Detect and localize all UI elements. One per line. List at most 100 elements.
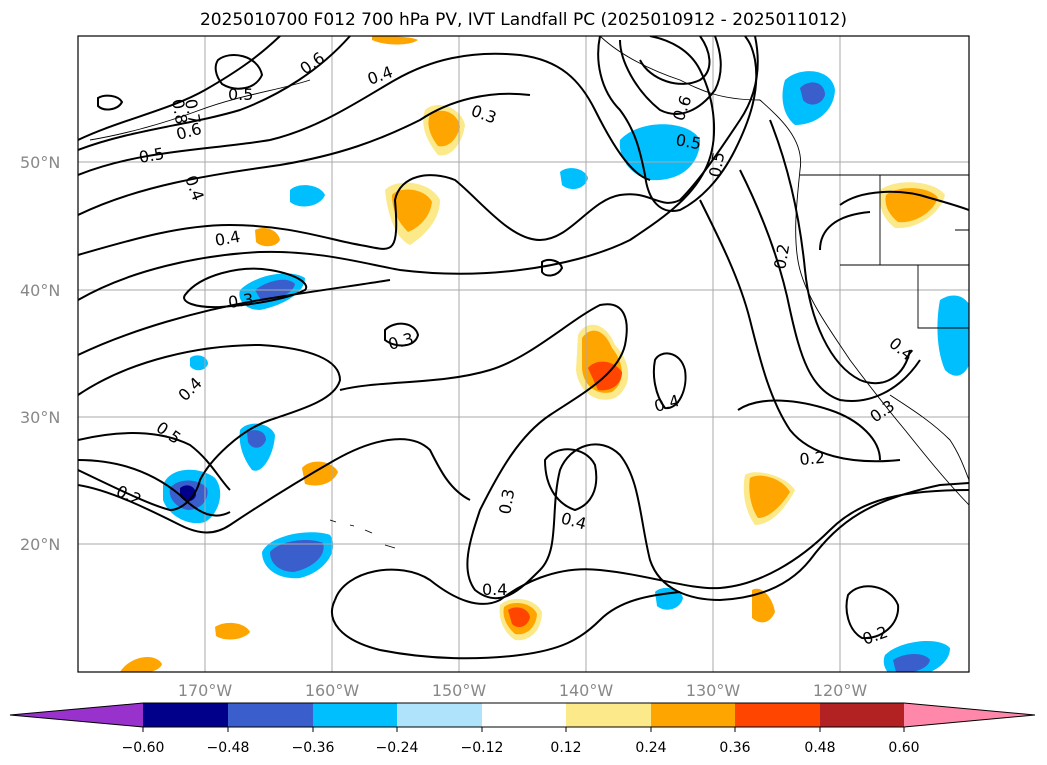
contour-line — [819, 211, 871, 251]
positive-anomaly-shading — [120, 657, 162, 672]
positive-anomaly-shading — [215, 622, 250, 640]
colorbar-tick-label: 0.24 — [635, 740, 666, 756]
positive-anomaly-shading — [392, 189, 432, 232]
negative-anomaly-shading — [247, 430, 266, 448]
contour-line — [331, 591, 681, 660]
colorbar-segment — [143, 703, 228, 727]
contour-line — [78, 92, 531, 216]
colorbar-segment — [820, 703, 904, 727]
colorbar-segment — [735, 703, 820, 727]
positive-anomaly-shading — [302, 461, 338, 486]
contour-label: 0.4 — [213, 227, 241, 250]
us-state-borders — [840, 175, 969, 329]
chart-title: 2025010700 F012 700 hPa PV, IVT Landfall… — [199, 10, 847, 30]
contour-line — [339, 303, 969, 602]
negative-anomaly-shading — [270, 540, 324, 572]
contour-line — [183, 267, 308, 309]
colorbar-tick-label: −0.12 — [461, 740, 504, 756]
negative-anomaly-shading — [290, 185, 325, 207]
contour-label: 0.3 — [495, 487, 518, 515]
contour-label: 0.8 — [168, 97, 191, 125]
contour-line — [541, 259, 564, 277]
colorbar: −0.60 −0.48 −0.36 −0.24 −0.12 0.12 0.24 … — [9, 702, 1036, 756]
contour-line — [739, 169, 921, 402]
colorbar-segment — [482, 703, 566, 727]
lat-label: 30°N — [20, 408, 60, 427]
positive-anomaly-shading — [372, 36, 418, 45]
colorbar-tick-marks — [142, 727, 905, 732]
contour-line — [78, 52, 651, 181]
contour-line — [78, 459, 231, 517]
contour-label: 0.5 — [674, 130, 702, 153]
contour-line — [78, 438, 471, 534]
contour-label: 0.2 — [799, 448, 826, 469]
colorbar-segment — [313, 703, 397, 727]
colorbar-tick-label: −0.24 — [376, 740, 419, 756]
colorbar-tick-label: −0.48 — [207, 740, 250, 756]
lon-label: 150°W — [432, 681, 487, 700]
contour-line — [769, 119, 911, 385]
colorbar-segment — [228, 703, 313, 727]
negative-anomaly-shading — [893, 654, 930, 672]
contour-line — [78, 279, 391, 356]
colorbar-tick-label: −0.36 — [292, 740, 335, 756]
contour-label: 0.5 — [705, 150, 728, 178]
colorbar-tick-label: 0.36 — [719, 740, 750, 756]
contour-line — [839, 190, 969, 211]
colorbar-tick-label: 0.48 — [804, 740, 835, 756]
coastlines — [89, 36, 969, 549]
colorbar-segment — [397, 703, 482, 727]
longitude-labels: 170°W 160°W 150°W 140°W 130°W 120°W — [178, 681, 868, 700]
colorbar-segment — [651, 703, 735, 727]
negative-anomaly-shading — [937, 295, 969, 376]
contour-line — [543, 448, 598, 512]
negative-anomaly-shading — [190, 355, 208, 371]
contour-label: 0.5 — [137, 144, 165, 167]
lon-label: 160°W — [305, 681, 360, 700]
colorbar-segment — [566, 703, 651, 727]
aleutian-islands — [89, 79, 311, 141]
contour-line — [619, 36, 722, 115]
positive-anomaly-shading — [428, 110, 460, 147]
map-content: 0.8 0.7 0.5 0.6 0.4 0.6 0.5 0.4 0.3 0.4 … — [78, 36, 969, 672]
colorbar-tick-label: −0.60 — [122, 740, 165, 756]
mexico-coast — [889, 394, 969, 481]
latitude-labels: 50°N 40°N 30°N 20°N — [20, 153, 60, 554]
contour-label: 0.7 — [181, 97, 204, 125]
contour-line — [652, 352, 687, 410]
north-america-coastline — [759, 99, 969, 506]
lon-label: 120°W — [813, 681, 868, 700]
contour-line — [384, 322, 420, 347]
contour-label: 0.4 — [482, 580, 507, 599]
colorbar-right-extension — [904, 703, 1035, 727]
lat-label: 20°N — [20, 535, 60, 554]
contour-line — [639, 36, 711, 85]
positive-anomaly-shading — [752, 588, 775, 623]
contour-label: 0.5 — [228, 85, 253, 104]
contour-line — [97, 94, 124, 111]
positive-anomaly-shading — [508, 607, 530, 628]
colorbar-left-extension — [10, 703, 143, 727]
graticule — [78, 36, 969, 672]
hawaiian-islands — [329, 519, 396, 549]
contour-line — [737, 399, 881, 461]
shading-layer — [120, 36, 969, 672]
contour-label: 0.2 — [770, 242, 793, 270]
lon-label: 170°W — [178, 681, 233, 700]
negative-anomaly-shading — [800, 82, 825, 105]
positive-anomaly-shading — [255, 228, 280, 247]
contour-line — [78, 343, 342, 512]
negative-anomaly-shading — [619, 124, 700, 181]
contour-line — [78, 36, 281, 141]
colorbar-tick-label: 0.12 — [550, 740, 581, 756]
pv-contours — [78, 36, 969, 660]
map-frame — [77, 35, 970, 673]
contour-line — [78, 36, 715, 301]
negative-anomaly-shading — [560, 168, 588, 190]
lat-label: 50°N — [20, 153, 60, 172]
negative-anomaly-shading — [255, 279, 295, 302]
lon-label: 140°W — [559, 681, 614, 700]
contour-line — [78, 432, 231, 491]
contour-line — [78, 36, 351, 151]
